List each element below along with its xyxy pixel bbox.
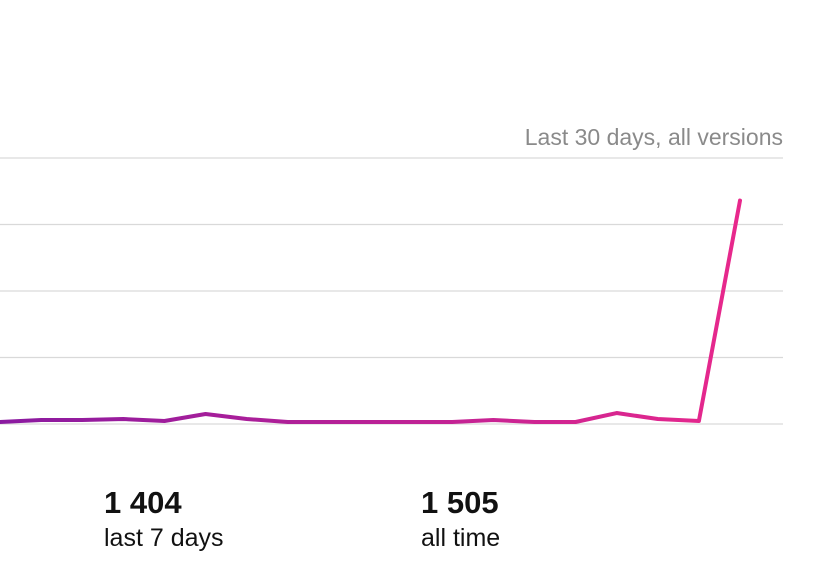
stat-number: 1 505 — [421, 485, 499, 520]
data-line — [0, 198, 742, 425]
stat-label: last 7 days — [104, 524, 224, 552]
stat-number: 1 404 — [104, 485, 182, 520]
chart-subtitle: Last 30 days, all versions — [525, 124, 783, 150]
stat-label: all time — [421, 524, 500, 552]
